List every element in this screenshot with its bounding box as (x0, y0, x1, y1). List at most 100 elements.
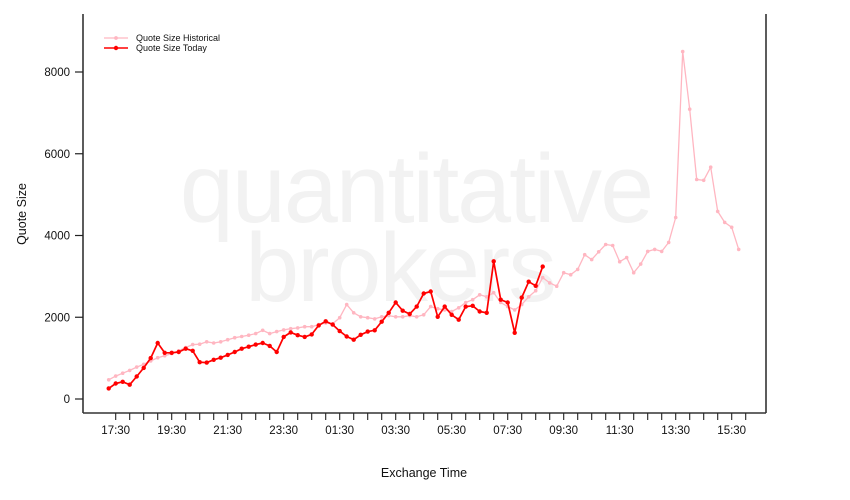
data-point-today (183, 346, 188, 351)
data-point-historical (631, 270, 636, 275)
data-point-today (365, 329, 370, 334)
data-point-today (435, 314, 440, 319)
legend-swatch-dot-today (113, 45, 119, 51)
data-point-historical (344, 302, 349, 307)
x-tick-label: 13:30 (661, 425, 690, 437)
data-point-historical (561, 270, 566, 275)
data-point-historical (575, 267, 580, 272)
data-point-historical (617, 259, 622, 264)
data-point-historical (477, 293, 482, 297)
data-point-historical (414, 315, 419, 319)
data-point-historical (239, 334, 244, 339)
data-point-today (281, 334, 286, 340)
x-tick-label: 19:30 (157, 425, 186, 437)
y-tick-label: 2000 (44, 312, 70, 324)
data-point-today (218, 355, 223, 360)
data-point-today (113, 381, 118, 386)
data-point-today (232, 349, 237, 355)
data-point-today (127, 382, 132, 387)
data-point-historical (687, 107, 692, 111)
data-point-historical (694, 177, 699, 182)
data-point-today (239, 346, 244, 351)
data-point-historical (225, 337, 230, 342)
legend-swatch-dot-historical (114, 36, 118, 40)
data-point-historical (365, 315, 370, 320)
data-point-historical (260, 328, 265, 333)
x-tick-label: 15:30 (717, 425, 746, 437)
data-point-historical (645, 249, 650, 254)
data-point-historical (358, 315, 363, 319)
watermark-line-1: quantitative (180, 134, 652, 243)
data-point-today (337, 328, 342, 334)
y-tick-label: 6000 (44, 149, 70, 161)
data-point-historical (540, 275, 545, 280)
data-point-today (512, 330, 517, 335)
data-point-historical (456, 306, 461, 310)
data-point-today (141, 365, 146, 371)
data-point-today (316, 323, 321, 328)
data-point-today (358, 332, 363, 337)
data-point-historical (582, 252, 587, 257)
plot-area: 0 2000 4000 6000 8000 17:30 19:30 21:30 23:30 01:… (44, 14, 767, 437)
data-point-today (421, 291, 426, 296)
data-point-historical (211, 341, 216, 345)
data-point-historical (309, 324, 314, 329)
data-point-historical (246, 333, 251, 338)
data-point-today (491, 259, 496, 264)
data-point-today (372, 328, 377, 333)
data-point-today (225, 352, 230, 358)
data-point-today (204, 360, 209, 365)
data-point-today (505, 300, 510, 305)
x-tick-label: 07:30 (493, 425, 522, 437)
data-point-historical (603, 242, 608, 247)
data-point-historical (715, 209, 720, 214)
data-point-today (477, 309, 482, 314)
data-point-today (407, 311, 412, 317)
data-point-historical (624, 255, 629, 260)
data-point-historical (232, 335, 237, 340)
data-point-today (519, 295, 524, 300)
legend-label-today: Quote Size Today (136, 43, 207, 53)
data-point-historical (533, 288, 538, 293)
data-point-historical (547, 281, 552, 285)
data-point-historical (673, 215, 678, 220)
data-point-historical (127, 368, 132, 373)
data-point-historical (204, 340, 209, 344)
data-point-today (295, 333, 300, 338)
data-point-today (470, 303, 475, 308)
x-tick-label: 11:30 (606, 425, 634, 437)
data-point-today (211, 357, 216, 362)
data-point-historical (736, 247, 741, 252)
data-point-historical (652, 247, 657, 252)
y-tick-label: 8000 (44, 67, 70, 79)
data-point-historical (218, 340, 223, 344)
data-point-historical (435, 306, 440, 311)
data-point-historical (484, 295, 489, 299)
data-point-historical (393, 315, 398, 319)
data-point-today (176, 349, 181, 355)
data-point-historical (197, 342, 202, 347)
data-point-historical (638, 262, 643, 266)
y-axis-title: Quote Size (15, 183, 29, 245)
legend: Quote Size Historical Quote Size Today (104, 33, 220, 53)
data-point-historical (596, 250, 601, 254)
data-point-historical (491, 290, 496, 295)
data-point-historical (120, 371, 125, 376)
data-point-historical (729, 225, 734, 230)
data-point-today (400, 308, 405, 313)
data-point-today (456, 317, 461, 322)
data-point-today (323, 319, 328, 324)
x-tick-label: 09:30 (549, 425, 578, 437)
x-tick-label: 23:30 (269, 425, 298, 437)
data-point-today (155, 340, 160, 346)
data-point-historical (449, 309, 454, 314)
data-point-historical (190, 342, 195, 347)
data-point-historical (722, 220, 727, 225)
data-point-historical (428, 304, 433, 309)
data-point-today (526, 279, 531, 284)
data-point-historical (526, 295, 531, 299)
data-point-today (120, 379, 125, 384)
data-point-today (253, 342, 258, 347)
data-point-historical (421, 313, 426, 317)
